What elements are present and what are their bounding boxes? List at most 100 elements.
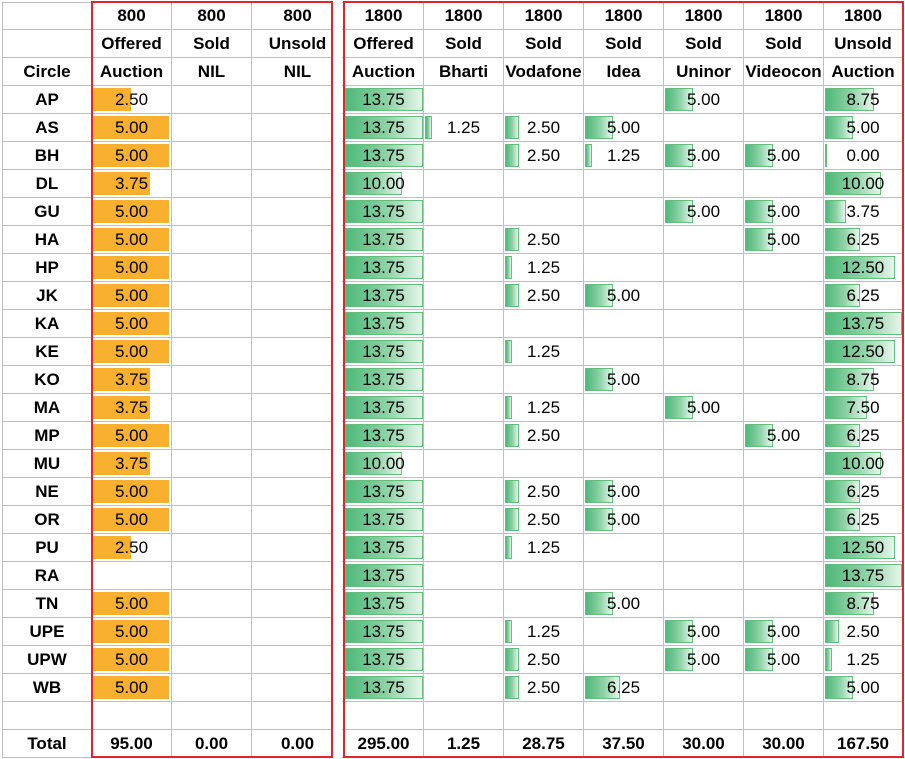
data-cell[interactable] bbox=[664, 310, 744, 338]
data-cell[interactable]: 3.75 bbox=[824, 198, 903, 226]
data-cell[interactable] bbox=[424, 562, 504, 590]
circle-label[interactable]: TN bbox=[2, 590, 92, 618]
data-cell[interactable] bbox=[424, 282, 504, 310]
header-cell[interactable]: Unsold bbox=[824, 30, 903, 58]
data-cell[interactable] bbox=[424, 198, 504, 226]
data-cell[interactable]: 13.75 bbox=[344, 338, 424, 366]
header-cell[interactable]: Sold bbox=[424, 30, 504, 58]
data-cell[interactable]: 2.50 bbox=[824, 618, 903, 646]
data-cell[interactable]: 5.00 bbox=[92, 422, 172, 450]
data-cell[interactable] bbox=[744, 534, 824, 562]
data-cell[interactable] bbox=[424, 478, 504, 506]
data-cell[interactable] bbox=[664, 590, 744, 618]
data-cell[interactable] bbox=[252, 534, 344, 562]
circle-label[interactable]: MA bbox=[2, 394, 92, 422]
data-cell[interactable] bbox=[252, 338, 344, 366]
data-cell[interactable] bbox=[744, 254, 824, 282]
data-cell[interactable] bbox=[744, 282, 824, 310]
data-cell[interactable]: 6.25 bbox=[824, 422, 903, 450]
data-cell[interactable] bbox=[424, 394, 504, 422]
data-cell[interactable]: 1.25 bbox=[504, 394, 584, 422]
data-cell[interactable] bbox=[584, 394, 664, 422]
data-cell[interactable] bbox=[252, 142, 344, 170]
data-cell[interactable]: 13.75 bbox=[344, 366, 424, 394]
data-cell[interactable] bbox=[504, 198, 584, 226]
data-cell[interactable]: 13.75 bbox=[344, 226, 424, 254]
data-cell[interactable] bbox=[172, 226, 252, 254]
data-cell[interactable] bbox=[664, 506, 744, 534]
data-cell[interactable]: 5.00 bbox=[664, 142, 744, 170]
data-cell[interactable] bbox=[252, 226, 344, 254]
data-cell[interactable] bbox=[424, 338, 504, 366]
data-cell[interactable] bbox=[584, 338, 664, 366]
data-cell[interactable] bbox=[172, 394, 252, 422]
data-cell[interactable]: 1.25 bbox=[504, 338, 584, 366]
data-cell[interactable] bbox=[172, 422, 252, 450]
data-cell[interactable]: 5.00 bbox=[92, 142, 172, 170]
data-cell[interactable] bbox=[664, 534, 744, 562]
data-cell[interactable] bbox=[744, 478, 824, 506]
data-cell[interactable]: 6.25 bbox=[824, 226, 903, 254]
data-cell[interactable]: 8.75 bbox=[824, 86, 903, 114]
data-cell[interactable] bbox=[664, 450, 744, 478]
data-cell[interactable]: 8.75 bbox=[824, 590, 903, 618]
header-cell[interactable]: Idea bbox=[584, 58, 664, 86]
data-cell[interactable] bbox=[172, 282, 252, 310]
data-cell[interactable]: 13.75 bbox=[344, 198, 424, 226]
data-cell[interactable]: 2.50 bbox=[504, 142, 584, 170]
data-cell[interactable] bbox=[172, 310, 252, 338]
data-cell[interactable] bbox=[172, 562, 252, 590]
data-cell[interactable]: 5.00 bbox=[664, 618, 744, 646]
data-cell[interactable] bbox=[252, 198, 344, 226]
data-cell[interactable]: 5.00 bbox=[664, 394, 744, 422]
circle-header[interactable]: Circle bbox=[2, 58, 92, 86]
data-cell[interactable]: 12.50 bbox=[824, 254, 903, 282]
data-cell[interactable]: 2.50 bbox=[504, 478, 584, 506]
data-cell[interactable] bbox=[664, 562, 744, 590]
data-cell[interactable] bbox=[424, 618, 504, 646]
data-cell[interactable] bbox=[424, 450, 504, 478]
header-cell[interactable]: 800 bbox=[172, 2, 252, 30]
data-cell[interactable] bbox=[744, 562, 824, 590]
data-cell[interactable]: 13.75 bbox=[344, 114, 424, 142]
header-cell[interactable]: Offered bbox=[92, 30, 172, 58]
data-cell[interactable] bbox=[664, 478, 744, 506]
data-cell[interactable]: 13.75 bbox=[344, 394, 424, 422]
data-cell[interactable] bbox=[172, 506, 252, 534]
data-cell[interactable]: 5.00 bbox=[92, 226, 172, 254]
header-cell[interactable]: Auction bbox=[92, 58, 172, 86]
data-cell[interactable] bbox=[252, 254, 344, 282]
data-cell[interactable] bbox=[424, 590, 504, 618]
data-cell[interactable]: 13.75 bbox=[344, 142, 424, 170]
data-cell[interactable] bbox=[744, 366, 824, 394]
circle-label[interactable]: GU bbox=[2, 198, 92, 226]
data-cell[interactable] bbox=[172, 338, 252, 366]
circle-label[interactable]: AP bbox=[2, 86, 92, 114]
data-cell[interactable]: 10.00 bbox=[344, 450, 424, 478]
data-cell[interactable]: 1.25 bbox=[504, 254, 584, 282]
header-cell[interactable]: Vodafone bbox=[504, 58, 584, 86]
data-cell[interactable]: 13.75 bbox=[344, 478, 424, 506]
data-cell[interactable] bbox=[424, 142, 504, 170]
data-cell[interactable]: 5.00 bbox=[584, 506, 664, 534]
data-cell[interactable] bbox=[744, 394, 824, 422]
data-cell[interactable] bbox=[252, 282, 344, 310]
data-cell[interactable]: 10.00 bbox=[824, 450, 903, 478]
data-cell[interactable]: 5.00 bbox=[584, 366, 664, 394]
circle-label[interactable]: KE bbox=[2, 338, 92, 366]
data-cell[interactable]: 2.50 bbox=[504, 226, 584, 254]
header-cell[interactable]: Auction bbox=[344, 58, 424, 86]
header-cell[interactable]: Sold bbox=[172, 30, 252, 58]
data-cell[interactable] bbox=[424, 310, 504, 338]
data-cell[interactable]: 13.75 bbox=[824, 310, 903, 338]
data-cell[interactable]: 13.75 bbox=[344, 590, 424, 618]
data-cell[interactable] bbox=[252, 450, 344, 478]
circle-label[interactable]: AS bbox=[2, 114, 92, 142]
data-cell[interactable] bbox=[504, 562, 584, 590]
data-cell[interactable] bbox=[664, 226, 744, 254]
data-cell[interactable]: 2.50 bbox=[504, 114, 584, 142]
data-cell[interactable]: 13.75 bbox=[344, 282, 424, 310]
data-cell[interactable] bbox=[664, 366, 744, 394]
circle-label[interactable]: NE bbox=[2, 478, 92, 506]
data-cell[interactable]: 3.75 bbox=[92, 170, 172, 198]
